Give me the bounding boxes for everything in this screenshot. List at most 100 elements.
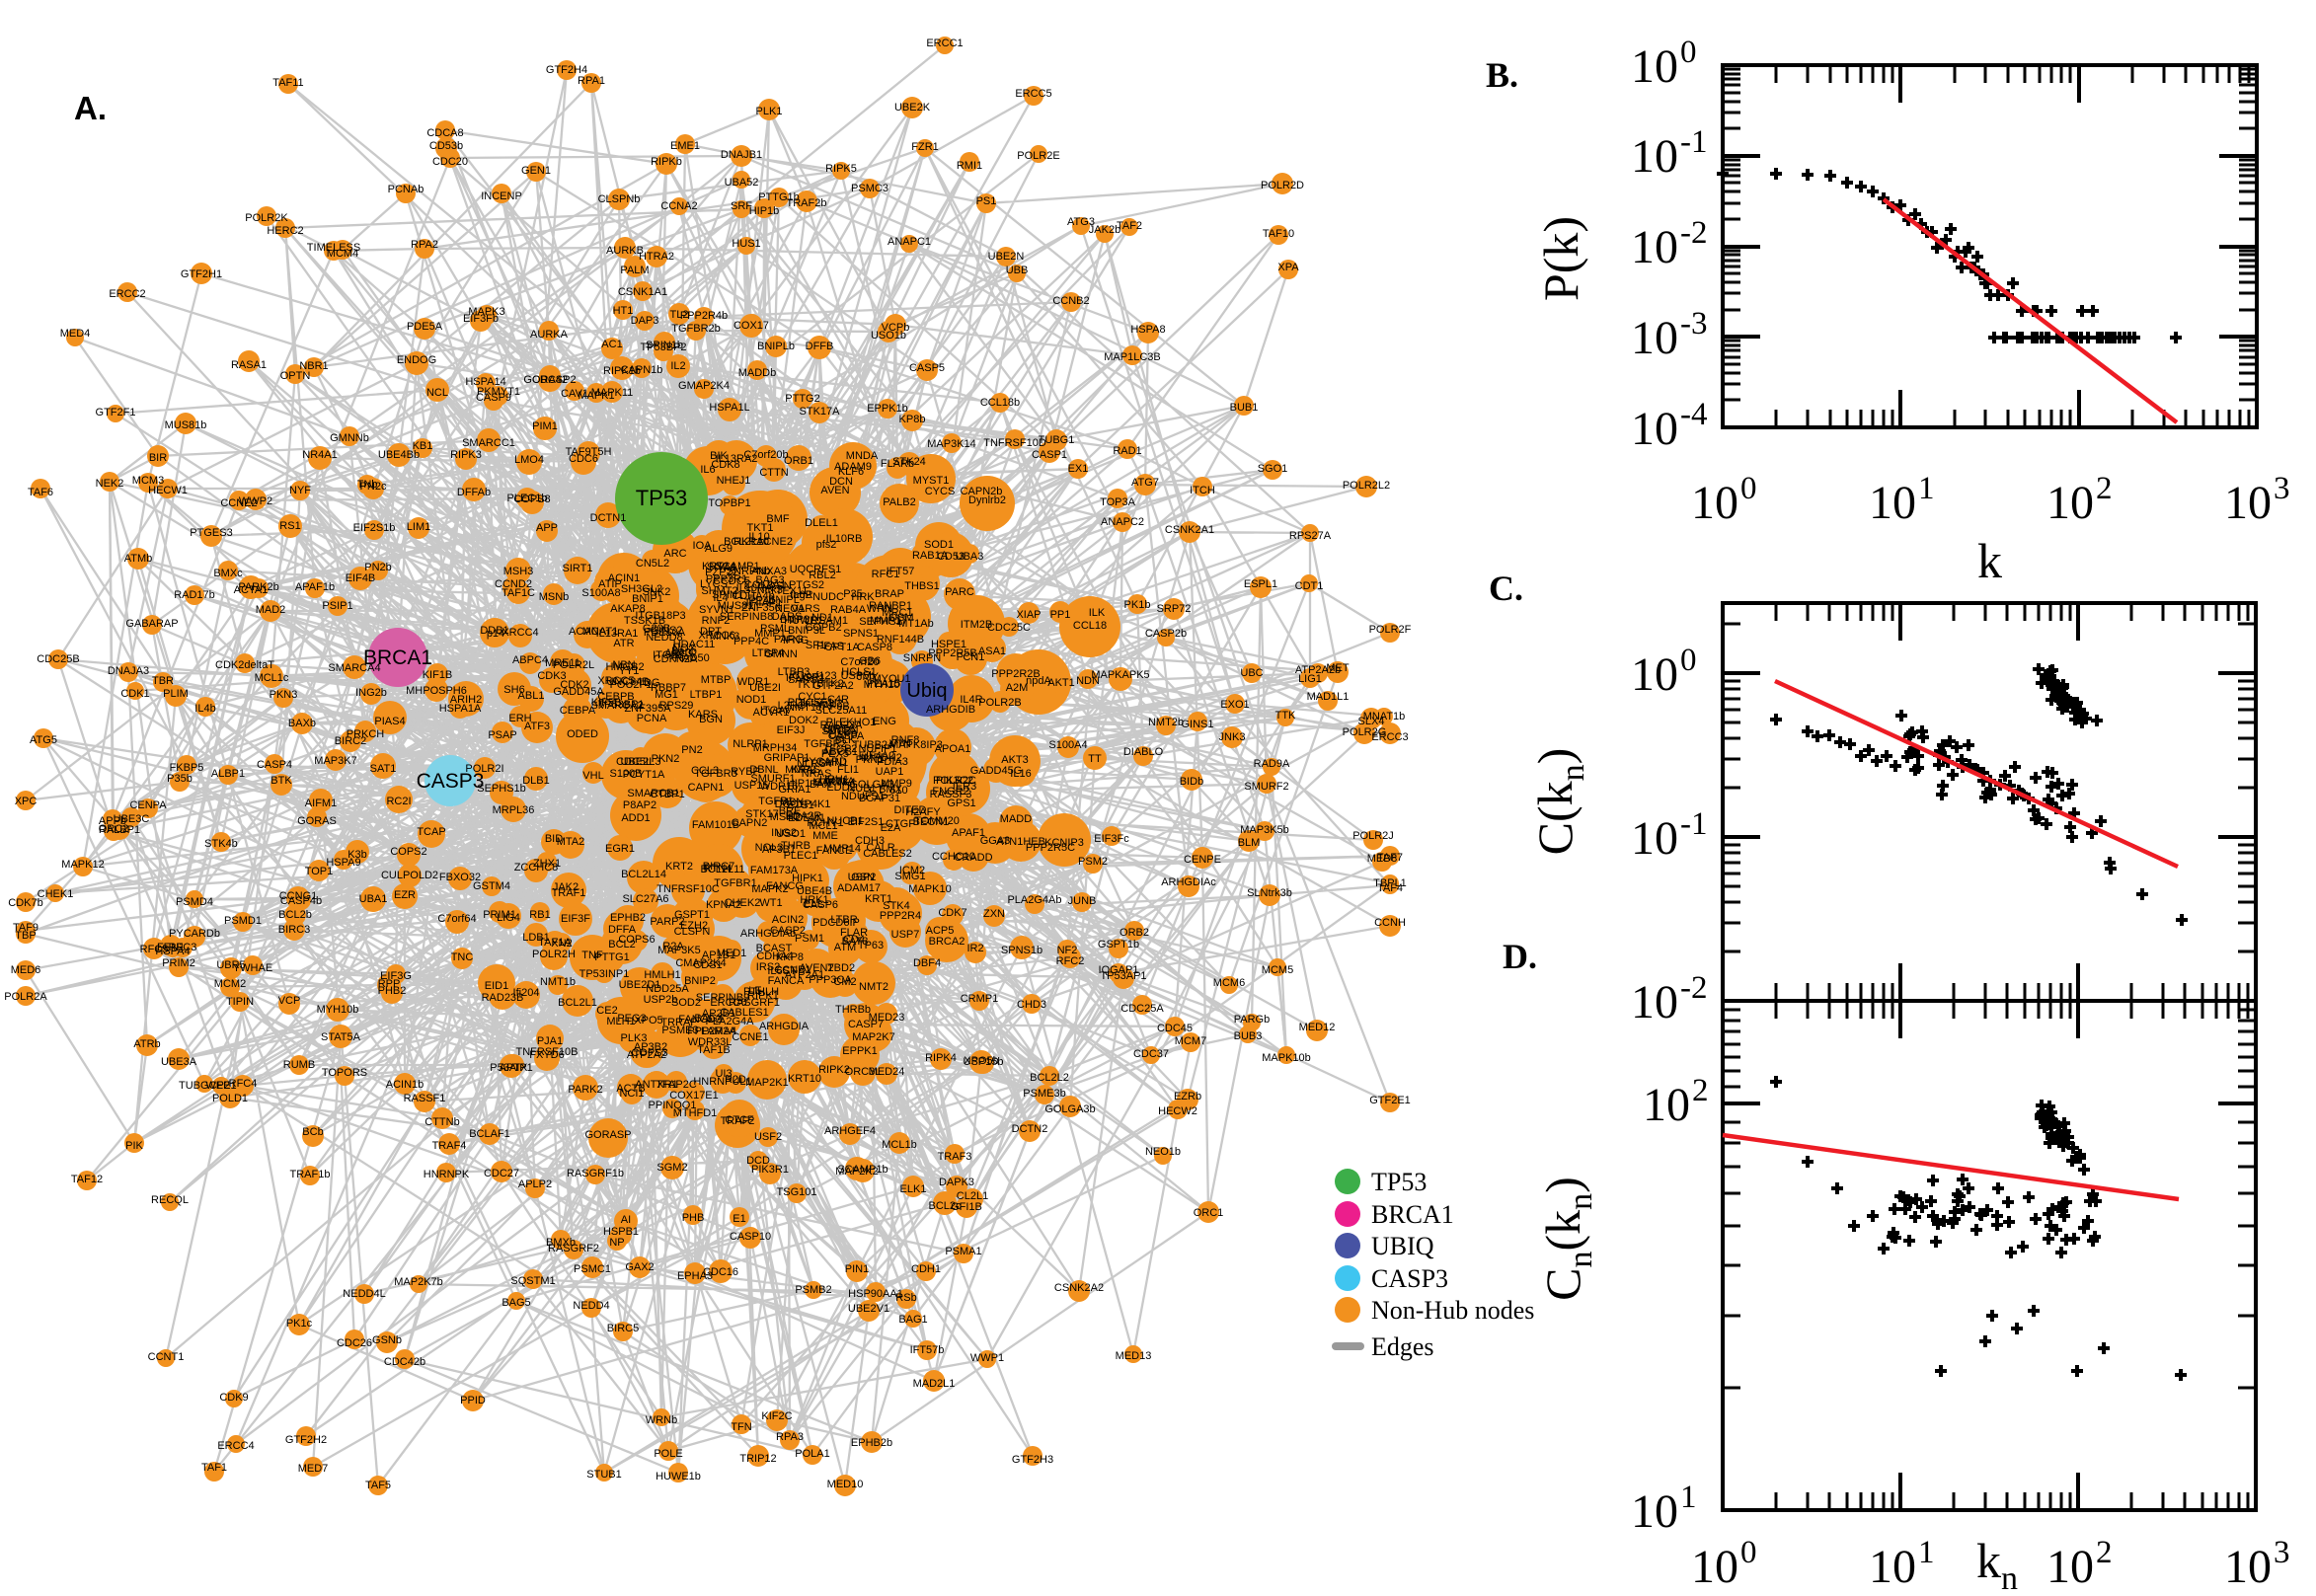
svg-text:TIPIN: TIPIN — [226, 996, 254, 1008]
svg-text:10: 10 — [2224, 477, 2272, 529]
svg-text:TBD2: TBD2 — [827, 962, 855, 974]
svg-text:MED1: MED1 — [717, 948, 747, 959]
svg-text:H2AFY: H2AFY — [905, 806, 941, 818]
svg-text:TAF1C: TAF1C — [502, 587, 535, 599]
svg-text:RASGRF1b: RASGRF1b — [567, 1168, 624, 1179]
svg-text:BNIPLb: BNIPLb — [757, 341, 795, 352]
svg-text:CDC42b: CDC42b — [384, 1356, 425, 1368]
svg-text:KLF6: KLF6 — [838, 466, 864, 478]
svg-text:EIF3Fc: EIF3Fc — [1094, 833, 1129, 845]
svg-text:GTF2F1: GTF2F1 — [96, 407, 136, 418]
svg-text:XPC: XPC — [15, 796, 38, 807]
svg-text:MSH2: MSH2 — [770, 811, 801, 823]
svg-text:POLR2C: POLR2C — [933, 775, 976, 787]
svg-text:S100B: S100B — [609, 768, 642, 780]
svg-text:MAPK12: MAPK12 — [61, 859, 104, 871]
svg-text:RIPKb: RIPKb — [651, 156, 682, 168]
svg-text:CDC5L: CDC5L — [616, 756, 652, 768]
svg-text:UBE2D1: UBE2D1 — [619, 979, 661, 991]
svg-text:SMARCB1: SMARCB1 — [627, 788, 679, 799]
svg-text:GTF2H2: GTF2H2 — [285, 1434, 327, 1446]
svg-text:STK74: STK74 — [814, 777, 848, 789]
svg-text:XRCC4: XRCC4 — [502, 627, 538, 639]
svg-text:10: 10 — [1631, 221, 1678, 273]
svg-text:IFNGR1: IFNGR1 — [786, 672, 825, 684]
svg-text:SLC27A6: SLC27A6 — [622, 893, 668, 905]
svg-text:MRPL36: MRPL36 — [493, 804, 535, 816]
svg-text:POLE: POLE — [654, 1448, 682, 1460]
svg-text:PTTG1b: PTTG1b — [758, 191, 800, 203]
svg-text:SMARCC1: SMARCC1 — [462, 437, 515, 449]
svg-text:ACIN1b: ACIN1b — [386, 1079, 425, 1091]
svg-text:CDC27: CDC27 — [484, 1168, 519, 1179]
svg-text:ATM: ATM — [834, 942, 856, 953]
svg-text:XRCC5: XRCC5 — [597, 675, 634, 687]
svg-text:PP1: PP1 — [1050, 609, 1071, 621]
svg-text:ING2b: ING2b — [355, 687, 387, 699]
svg-text:AKT3: AKT3 — [1001, 754, 1029, 766]
svg-text:RAD50: RAD50 — [674, 652, 709, 664]
svg-text:SH6: SH6 — [503, 684, 524, 696]
svg-text:MED6: MED6 — [11, 964, 41, 976]
svg-text:ATRb: ATRb — [133, 1038, 160, 1050]
svg-text:UNC84B: UNC84B — [606, 676, 649, 688]
svg-text:10: 10 — [1631, 403, 1678, 455]
svg-text:ARIH2: ARIH2 — [450, 694, 482, 706]
svg-text:EDEM1: EDEM1 — [788, 812, 825, 824]
svg-text:TDG: TDG — [637, 677, 659, 689]
svg-text:CAPN2: CAPN2 — [732, 817, 768, 829]
svg-text:CDCA8: CDCA8 — [426, 127, 463, 139]
svg-text:BRCA1: BRCA1 — [1371, 1200, 1454, 1229]
svg-text:CDK1: CDK1 — [120, 688, 149, 700]
svg-text:PPP4C: PPP4C — [733, 636, 769, 647]
svg-text:SHMT2: SHMT2 — [701, 585, 737, 597]
svg-text:-3: -3 — [1680, 306, 1708, 342]
svg-text:ABCB1: ABCB1 — [822, 746, 858, 758]
svg-text:PLA2G4Ab: PLA2G4Ab — [1007, 894, 1061, 906]
svg-text:DLB1: DLB1 — [522, 775, 550, 787]
svg-text:HRK1: HRK1 — [800, 894, 828, 906]
svg-text:PARGb: PARGb — [1234, 1014, 1270, 1026]
svg-text:EIF3G: EIF3G — [380, 970, 412, 982]
svg-text:NEDD4: NEDD4 — [573, 1300, 609, 1312]
svg-text:POLR2L2: POLR2L2 — [1343, 480, 1390, 492]
svg-text:3: 3 — [2274, 1535, 2290, 1570]
svg-text:CDH3: CDH3 — [855, 835, 885, 847]
svg-text:COPS6: COPS6 — [618, 934, 655, 946]
svg-text:CULPOLD2: CULPOLD2 — [381, 870, 438, 881]
svg-text:ATR: ATR — [613, 638, 634, 649]
svg-text:ERH: ERH — [508, 713, 531, 724]
svg-text:RANBP1: RANBP1 — [869, 600, 912, 612]
svg-text:10: 10 — [2224, 1541, 2272, 1591]
svg-text:RFC2: RFC2 — [1056, 955, 1085, 967]
svg-text:VTN: VTN — [889, 738, 911, 750]
svg-text:TNC: TNC — [451, 951, 474, 963]
svg-text:ITGB8: ITGB8 — [653, 649, 684, 661]
svg-text:C1orf123: C1orf123 — [792, 670, 836, 682]
svg-text:-1: -1 — [1680, 806, 1708, 842]
svg-text:ENDOG: ENDOG — [397, 354, 436, 366]
svg-text:APOA1: APOA1 — [935, 743, 971, 755]
svg-text:XN2: XN2 — [551, 938, 572, 950]
svg-text:PIM1: PIM1 — [532, 420, 558, 432]
svg-text:CHD3: CHD3 — [1017, 999, 1046, 1011]
svg-text:FANCA: FANCA — [768, 975, 805, 987]
svg-text:ARHGDIAc: ARHGDIAc — [1161, 876, 1216, 888]
svg-text:A2M: A2M — [1006, 682, 1029, 694]
svg-text:RTN4: RTN4 — [704, 863, 733, 874]
svg-text:BTK2: BTK2 — [816, 678, 844, 690]
svg-text:Tnfaip8l2: Tnfaip8l2 — [798, 698, 842, 710]
svg-text:ENG: ENG — [873, 716, 896, 727]
svg-text:PTGS2: PTGS2 — [789, 579, 824, 591]
svg-text:BMP3: BMP3 — [780, 614, 810, 626]
svg-text:BECN1: BECN1 — [913, 816, 950, 828]
svg-text:TT: TT — [1088, 753, 1102, 765]
svg-text:BRE: BRE — [779, 805, 802, 817]
svg-text:GSNb: GSNb — [372, 1334, 402, 1346]
svg-text:TSG101: TSG101 — [777, 1186, 817, 1198]
svg-text:CYC1: CYC1 — [798, 691, 826, 703]
svg-text:PS1: PS1 — [976, 195, 997, 207]
svg-text:INCENP: INCENP — [481, 190, 522, 202]
svg-text:PEA15: PEA15 — [867, 678, 900, 690]
svg-text:NP: NP — [609, 1237, 624, 1249]
